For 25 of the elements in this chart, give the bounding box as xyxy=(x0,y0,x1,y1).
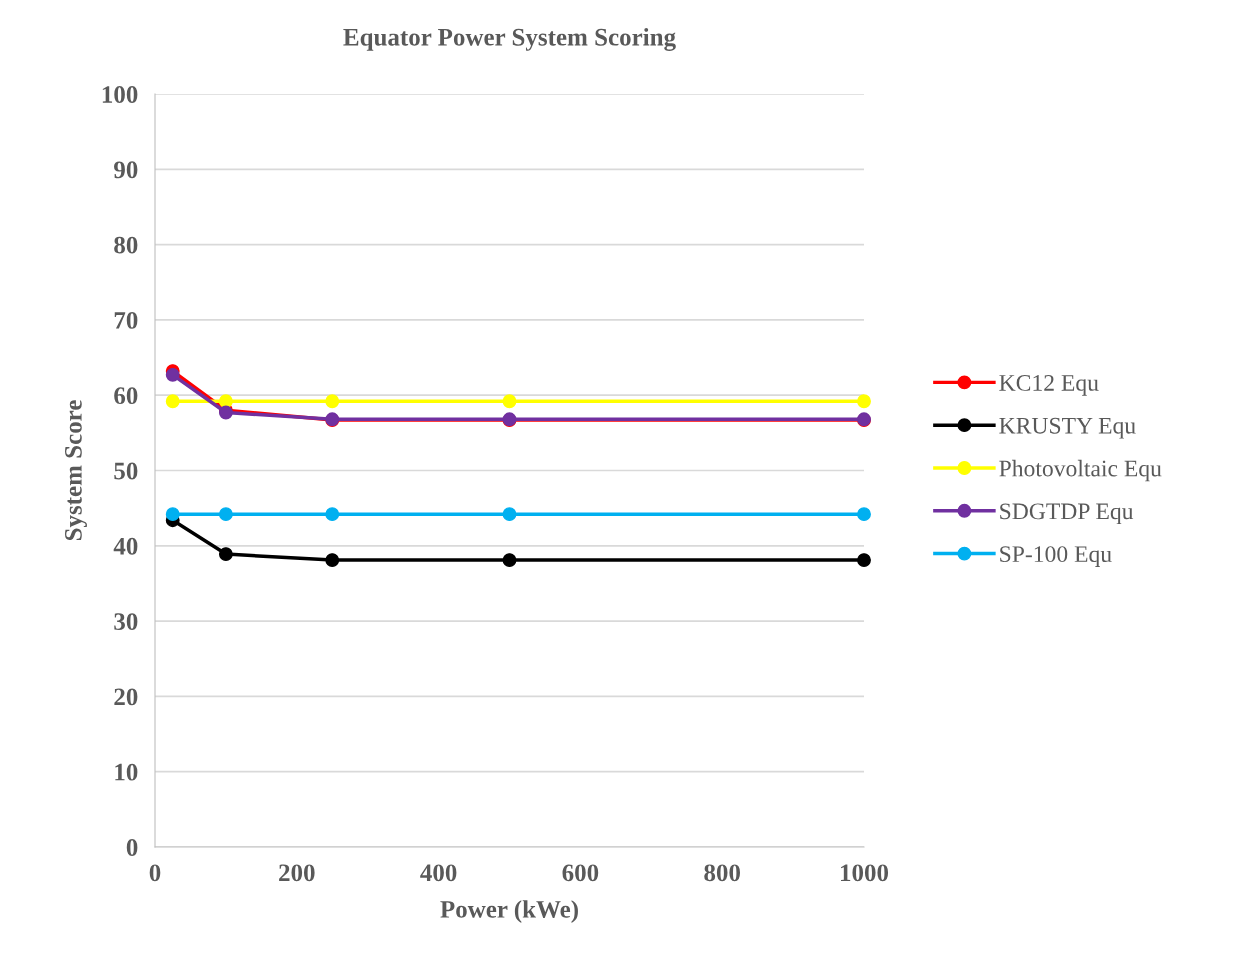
y-tick-label: 40 xyxy=(113,537,138,555)
y-tick-label: 80 xyxy=(114,236,138,254)
x-tick-label: 0 xyxy=(149,864,161,882)
y-tick-label: 0 xyxy=(126,839,138,856)
x-tick-label: 600 xyxy=(562,864,599,882)
legend-label: SDGTDP Equ xyxy=(1000,503,1134,525)
y-tick-label: 90 xyxy=(114,161,138,179)
x-tick-label: 200 xyxy=(279,864,315,882)
x-axis-title: Power (kWe) xyxy=(440,900,578,923)
x-tick-label: 400 xyxy=(420,864,457,882)
y-tick-label: 50 xyxy=(114,462,138,480)
legend-label: KRUSTY Equ xyxy=(999,417,1136,439)
x-tick-label: 800 xyxy=(704,864,740,882)
y-tick-label: 30 xyxy=(114,613,138,631)
x-tick-label: 1000 xyxy=(841,864,889,882)
legend-label: SP-100 Equ xyxy=(1000,546,1112,567)
legend-label: Photovoltaic Equ xyxy=(999,459,1162,482)
y-tick-label: 20 xyxy=(114,688,138,706)
y-tick-label: 100 xyxy=(102,86,138,103)
y-tick-label: 10 xyxy=(115,763,138,781)
y-tick-label: 70 xyxy=(114,311,138,329)
y-axis-title: System Score xyxy=(65,400,87,541)
legend-label: KC12 Equ xyxy=(999,375,1099,396)
y-tick-label: 60 xyxy=(114,387,138,405)
chart-title: Equator Power System Scoring xyxy=(343,28,676,51)
